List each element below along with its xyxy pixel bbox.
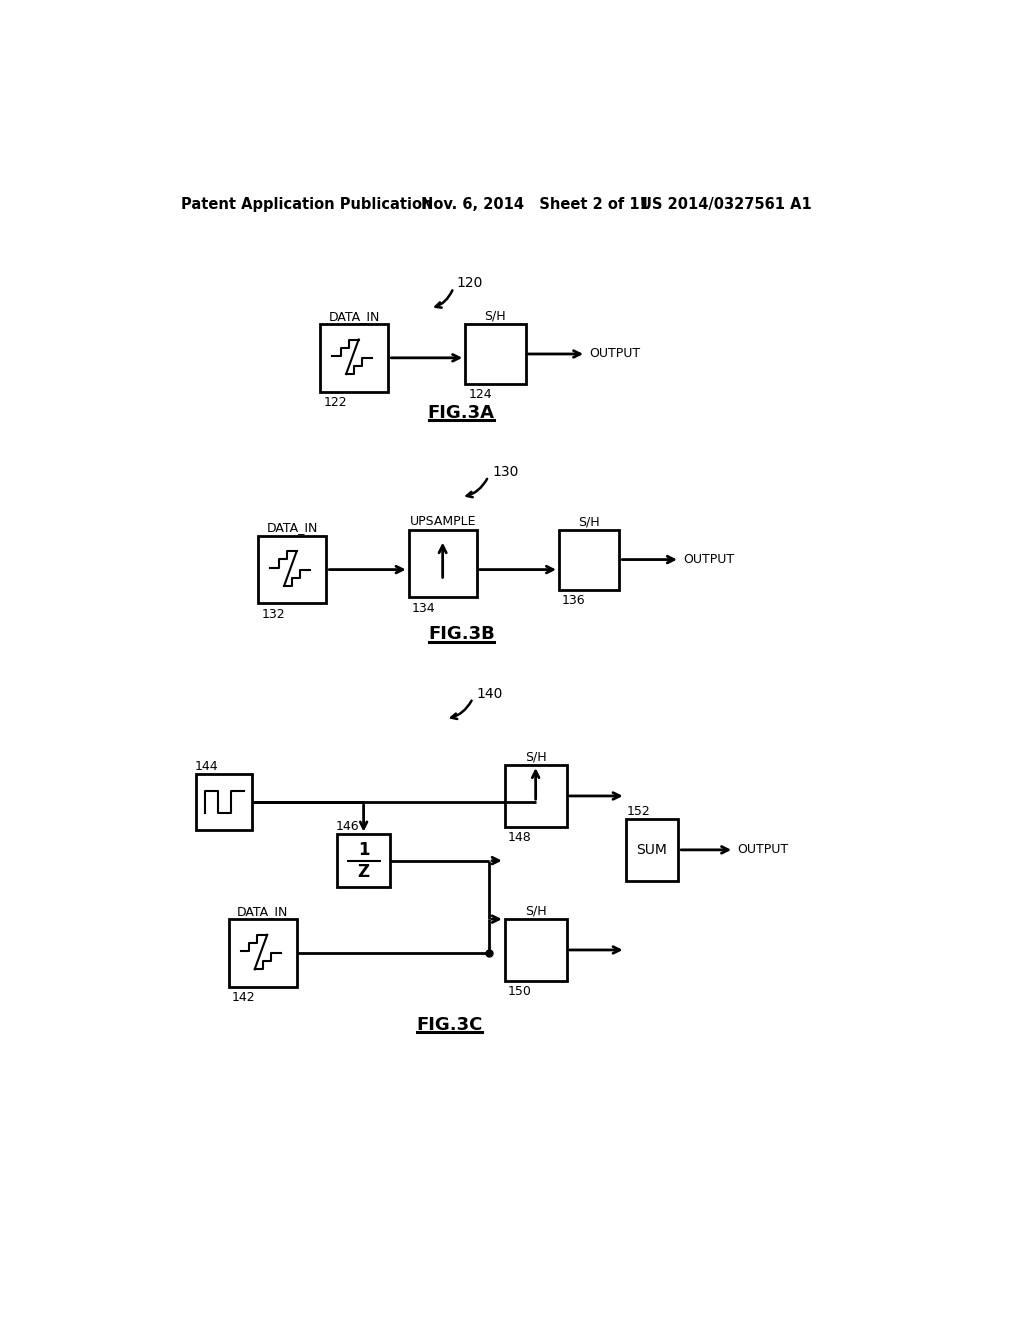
Text: FIG.3C: FIG.3C [417, 1015, 482, 1034]
Bar [321, 323, 388, 392]
Bar [465, 323, 525, 384]
Text: 130: 130 [493, 465, 518, 479]
Text: OUTPUT: OUTPUT [737, 843, 788, 857]
Text: 152: 152 [627, 805, 651, 818]
Text: DATA_IN: DATA_IN [266, 521, 318, 535]
Text: 1: 1 [357, 841, 370, 859]
Bar [258, 536, 327, 603]
Text: S/H: S/H [579, 515, 600, 528]
Text: 134: 134 [412, 602, 435, 615]
Bar [626, 818, 678, 880]
Text: OUTPUT: OUTPUT [683, 553, 734, 566]
Text: 148: 148 [508, 832, 531, 843]
Text: S/H: S/H [525, 751, 547, 764]
Text: 144: 144 [195, 760, 218, 774]
Text: Z: Z [357, 863, 370, 882]
Bar [197, 775, 252, 830]
Text: 132: 132 [261, 607, 285, 620]
Text: 136: 136 [562, 594, 586, 607]
Text: 120: 120 [457, 276, 483, 290]
Text: S/H: S/H [525, 906, 547, 917]
Text: Patent Application Publication: Patent Application Publication [180, 197, 432, 213]
Text: FIG.3A: FIG.3A [428, 404, 495, 421]
Text: SUM: SUM [637, 843, 668, 857]
Bar [505, 919, 566, 981]
Text: UPSAMPLE: UPSAMPLE [410, 515, 476, 528]
Text: DATA_IN: DATA_IN [238, 906, 289, 917]
Text: 122: 122 [324, 396, 347, 409]
Text: 142: 142 [231, 991, 255, 1005]
Text: 140: 140 [477, 686, 503, 701]
Text: OUTPUT: OUTPUT [589, 347, 640, 360]
Text: 146: 146 [336, 820, 359, 833]
Bar [228, 919, 297, 987]
Text: Nov. 6, 2014   Sheet 2 of 11: Nov. 6, 2014 Sheet 2 of 11 [421, 197, 650, 213]
Text: DATA_IN: DATA_IN [329, 310, 380, 323]
Text: 150: 150 [508, 985, 531, 998]
Text: S/H: S/H [484, 310, 506, 323]
Text: FIG.3B: FIG.3B [428, 626, 495, 643]
Text: 124: 124 [468, 388, 492, 401]
Bar [337, 834, 390, 887]
Bar [409, 529, 477, 598]
Text: US 2014/0327561 A1: US 2014/0327561 A1 [640, 197, 811, 213]
Bar [505, 766, 566, 826]
Bar [559, 529, 620, 590]
